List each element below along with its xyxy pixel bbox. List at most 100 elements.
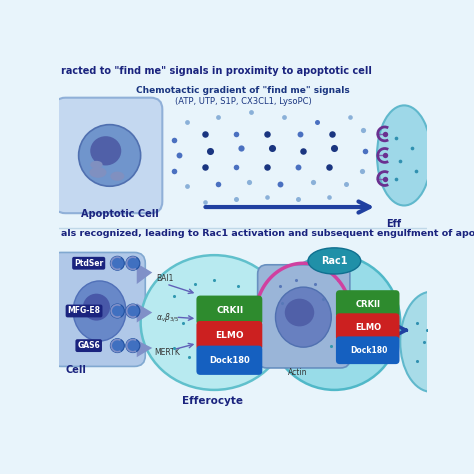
FancyBboxPatch shape bbox=[336, 337, 400, 364]
FancyBboxPatch shape bbox=[196, 346, 262, 375]
Text: Dock180: Dock180 bbox=[350, 346, 387, 355]
Ellipse shape bbox=[73, 281, 126, 341]
Text: Chemotactic gradient of "find me" signals: Chemotactic gradient of "find me" signal… bbox=[136, 86, 350, 95]
Point bbox=[310, 178, 317, 185]
Ellipse shape bbox=[83, 294, 110, 320]
Point bbox=[294, 163, 302, 171]
Point bbox=[292, 276, 300, 284]
Ellipse shape bbox=[275, 287, 331, 347]
Circle shape bbox=[110, 304, 124, 318]
Point bbox=[327, 342, 334, 349]
Point bbox=[263, 130, 271, 137]
Text: ELMO: ELMO bbox=[356, 323, 382, 332]
Point bbox=[237, 144, 245, 152]
Point bbox=[279, 300, 286, 307]
Point bbox=[232, 130, 240, 137]
Point bbox=[201, 163, 209, 171]
Text: ELMO: ELMO bbox=[216, 331, 244, 340]
Point bbox=[186, 354, 193, 361]
FancyBboxPatch shape bbox=[196, 321, 262, 350]
Point bbox=[346, 113, 354, 121]
Text: $\alpha_v\beta_{3/5}$: $\alpha_v\beta_{3/5}$ bbox=[156, 311, 180, 324]
Point bbox=[335, 276, 342, 284]
Point bbox=[381, 175, 389, 182]
Ellipse shape bbox=[110, 172, 124, 181]
Point bbox=[392, 134, 400, 142]
Point bbox=[232, 196, 240, 203]
Point bbox=[319, 296, 327, 303]
Point bbox=[183, 182, 191, 190]
Point bbox=[201, 198, 209, 205]
Text: MFG-E8: MFG-E8 bbox=[68, 307, 100, 316]
Point bbox=[392, 175, 400, 182]
Circle shape bbox=[126, 256, 140, 270]
Text: MERTK: MERTK bbox=[154, 348, 180, 357]
Circle shape bbox=[126, 339, 140, 353]
Ellipse shape bbox=[285, 299, 314, 327]
Point bbox=[294, 196, 302, 203]
Text: Cell: Cell bbox=[65, 365, 86, 375]
Text: PtdSer: PtdSer bbox=[74, 259, 103, 268]
Point bbox=[311, 280, 319, 288]
FancyBboxPatch shape bbox=[196, 296, 262, 325]
Point bbox=[247, 109, 255, 116]
Point bbox=[424, 327, 431, 334]
Text: als recognized, leading to Rac1 activation and subsequent engulfment of apoptoti: als recognized, leading to Rac1 activati… bbox=[61, 229, 474, 238]
Point bbox=[232, 163, 240, 171]
Point bbox=[210, 276, 218, 284]
Circle shape bbox=[126, 304, 140, 318]
Point bbox=[246, 178, 253, 185]
Circle shape bbox=[110, 339, 124, 353]
Point bbox=[175, 152, 183, 159]
Point bbox=[325, 163, 333, 171]
Point bbox=[412, 167, 419, 174]
Text: Dock180: Dock180 bbox=[210, 356, 250, 365]
Text: (ATP, UTP, S1P, CX3CL1, LysoPC): (ATP, UTP, S1P, CX3CL1, LysoPC) bbox=[174, 97, 311, 106]
Point bbox=[276, 283, 284, 290]
Point bbox=[300, 147, 307, 155]
Point bbox=[276, 180, 284, 188]
Point bbox=[263, 163, 271, 171]
Ellipse shape bbox=[79, 125, 141, 186]
Point bbox=[419, 338, 427, 346]
Point bbox=[328, 130, 336, 137]
FancyBboxPatch shape bbox=[258, 265, 350, 368]
Point bbox=[170, 292, 178, 300]
Ellipse shape bbox=[90, 136, 121, 165]
Polygon shape bbox=[137, 263, 152, 284]
Text: racted to "find me" signals in proximity to apoptotic cell: racted to "find me" signals in proximity… bbox=[61, 66, 372, 76]
Text: Rac1: Rac1 bbox=[321, 256, 347, 266]
Point bbox=[413, 357, 421, 365]
Point bbox=[358, 167, 365, 174]
Ellipse shape bbox=[377, 105, 431, 206]
FancyBboxPatch shape bbox=[54, 98, 162, 213]
Point bbox=[408, 144, 416, 152]
Point bbox=[381, 130, 389, 137]
Point bbox=[263, 193, 271, 201]
Text: GAS6: GAS6 bbox=[77, 341, 100, 350]
Point bbox=[381, 152, 389, 159]
Point bbox=[330, 144, 338, 152]
Point bbox=[170, 136, 178, 144]
Point bbox=[365, 327, 373, 334]
Point bbox=[269, 144, 276, 152]
Ellipse shape bbox=[90, 167, 107, 178]
FancyBboxPatch shape bbox=[50, 253, 145, 366]
Point bbox=[354, 349, 361, 357]
Point bbox=[359, 126, 367, 134]
Point bbox=[234, 283, 241, 290]
Point bbox=[313, 118, 320, 126]
Point bbox=[170, 344, 178, 352]
Ellipse shape bbox=[308, 248, 361, 274]
Ellipse shape bbox=[90, 161, 103, 169]
Point bbox=[180, 319, 187, 326]
Ellipse shape bbox=[268, 255, 400, 390]
Text: BAI1: BAI1 bbox=[156, 274, 173, 283]
Point bbox=[354, 292, 361, 300]
Text: Efferocyte: Efferocyte bbox=[182, 396, 243, 406]
Point bbox=[296, 130, 303, 137]
Point bbox=[183, 118, 191, 126]
Point bbox=[170, 167, 178, 174]
Point bbox=[280, 113, 288, 121]
Point bbox=[201, 130, 209, 137]
